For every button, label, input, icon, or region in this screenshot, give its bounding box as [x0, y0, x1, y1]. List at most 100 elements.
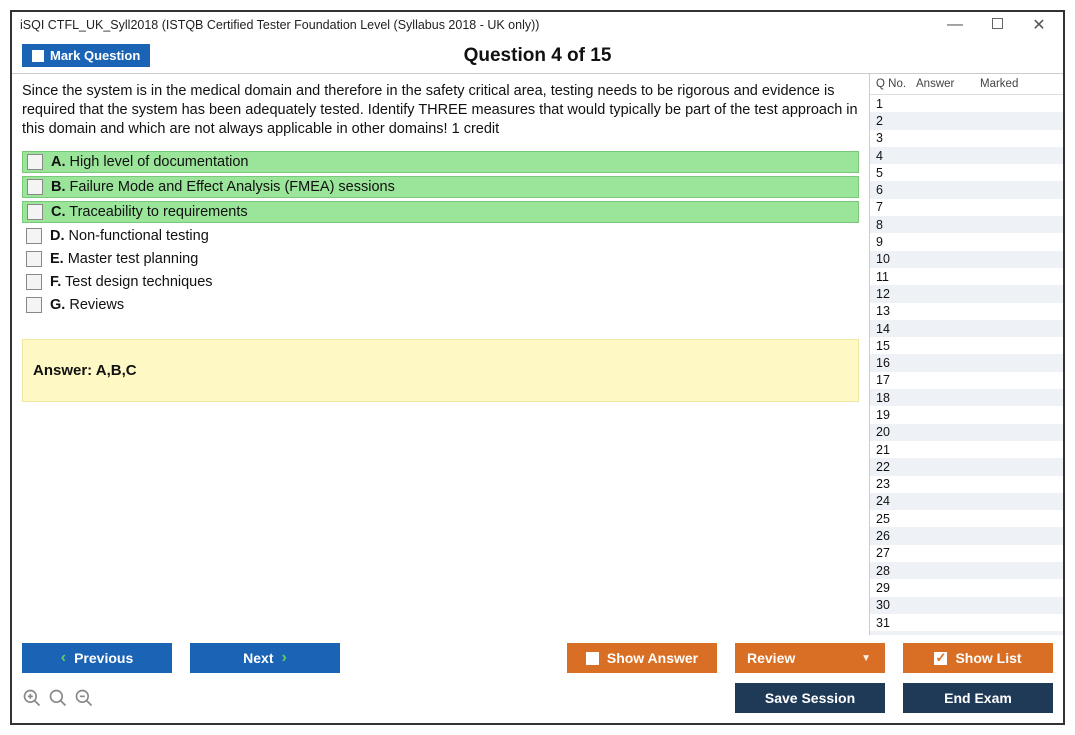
question-list-row[interactable]: 10: [870, 251, 1063, 268]
option-checkbox[interactable]: [27, 204, 43, 220]
checkbox-icon: [32, 50, 44, 62]
zoom-reset-icon[interactable]: [48, 688, 68, 708]
answer-option[interactable]: B. Failure Mode and Effect Analysis (FME…: [22, 176, 859, 198]
question-list-row[interactable]: 21: [870, 441, 1063, 458]
question-list-row[interactable]: 23: [870, 476, 1063, 493]
question-list-row[interactable]: 24: [870, 493, 1063, 510]
answer-option[interactable]: E. Master test planning: [22, 249, 859, 269]
question-list-row[interactable]: 26: [870, 527, 1063, 544]
option-checkbox[interactable]: [26, 251, 42, 267]
end-exam-label: End Exam: [944, 690, 1012, 706]
show-list-label: Show List: [955, 650, 1021, 666]
checkbox-checked-icon: [934, 652, 947, 665]
maximize-icon[interactable]: [985, 16, 1009, 34]
question-list-header: Q No. Answer Marked: [870, 74, 1063, 95]
option-text: Traceability to requirements: [66, 204, 248, 220]
zoom-controls: [22, 688, 94, 708]
question-list-row[interactable]: 6: [870, 181, 1063, 198]
question-list-row[interactable]: 3: [870, 130, 1063, 147]
answer-option[interactable]: G. Reviews: [22, 295, 859, 315]
answer-option[interactable]: A. High level of documentation: [22, 151, 859, 173]
question-list-row[interactable]: 11: [870, 268, 1063, 285]
review-button[interactable]: Review ▼: [735, 643, 885, 673]
window-controls: — ✕: [943, 15, 1059, 35]
option-text: Non-functional testing: [65, 228, 209, 244]
question-list-row[interactable]: 15: [870, 337, 1063, 354]
question-counter: Question 4 of 15: [12, 45, 1063, 67]
review-label: Review: [747, 650, 795, 666]
header-row: Mark Question Question 4 of 15: [12, 38, 1063, 74]
show-answer-label: Show Answer: [607, 650, 698, 666]
mark-question-button[interactable]: Mark Question: [22, 44, 150, 67]
options-list: A. High level of documentation B. Failure…: [22, 151, 859, 315]
zoom-in-icon[interactable]: [22, 688, 42, 708]
col-answer: Answer: [916, 78, 980, 90]
question-list-row[interactable]: 1: [870, 95, 1063, 112]
option-checkbox[interactable]: [27, 154, 43, 170]
col-marked: Marked: [980, 78, 1061, 90]
next-button[interactable]: Next ›: [190, 643, 340, 673]
option-checkbox[interactable]: [26, 274, 42, 290]
option-checkbox[interactable]: [26, 228, 42, 244]
previous-label: Previous: [74, 650, 133, 666]
zoom-out-icon[interactable]: [74, 688, 94, 708]
answer-option[interactable]: C. Traceability to requirements: [22, 201, 859, 223]
question-list-row[interactable]: 14: [870, 320, 1063, 337]
mark-question-label: Mark Question: [50, 48, 140, 63]
question-list-panel: Q No. Answer Marked 12345678910111213141…: [869, 74, 1063, 635]
question-list[interactable]: 1234567891011121314151617181920212223242…: [870, 95, 1063, 635]
close-icon[interactable]: ✕: [1027, 15, 1051, 35]
question-list-row[interactable]: 27: [870, 545, 1063, 562]
question-list-row[interactable]: 7: [870, 199, 1063, 216]
previous-button[interactable]: ‹ Previous: [22, 643, 172, 673]
option-checkbox[interactable]: [26, 297, 42, 313]
body: Since the system is in the medical domai…: [12, 74, 1063, 635]
option-text: High level of documentation: [66, 154, 249, 170]
checkbox-icon: [586, 652, 599, 665]
save-session-label: Save Session: [765, 690, 855, 706]
end-exam-button[interactable]: End Exam: [903, 683, 1053, 713]
save-session-button[interactable]: Save Session: [735, 683, 885, 713]
question-list-row[interactable]: 19: [870, 406, 1063, 423]
question-list-row[interactable]: 30: [870, 597, 1063, 614]
titlebar: iSQI CTFL_UK_Syll2018 (ISTQB Certified T…: [12, 12, 1063, 38]
dropdown-icon: ▼: [861, 653, 871, 664]
question-list-row[interactable]: 17: [870, 372, 1063, 389]
col-qno: Q No.: [872, 78, 916, 90]
option-letter: F.: [50, 274, 61, 290]
question-list-row[interactable]: 8: [870, 216, 1063, 233]
question-list-row[interactable]: 28: [870, 562, 1063, 579]
main-panel: Since the system is in the medical domai…: [12, 74, 869, 635]
question-list-row[interactable]: 16: [870, 354, 1063, 371]
question-list-row[interactable]: 4: [870, 147, 1063, 164]
question-list-row[interactable]: 2: [870, 112, 1063, 129]
footer-row-1: ‹ Previous Next › Show Answer Review ▼ S…: [22, 643, 1053, 673]
option-text: Failure Mode and Effect Analysis (FMEA) …: [66, 179, 395, 195]
question-list-row[interactable]: 25: [870, 510, 1063, 527]
question-list-row[interactable]: 9: [870, 233, 1063, 250]
option-text: Test design techniques: [61, 274, 212, 290]
minimize-icon[interactable]: —: [943, 16, 967, 34]
option-letter: C.: [51, 204, 66, 220]
question-list-row[interactable]: 29: [870, 579, 1063, 596]
question-list-row[interactable]: 18: [870, 389, 1063, 406]
question-list-row[interactable]: 12: [870, 285, 1063, 302]
question-text: Since the system is in the medical domai…: [22, 82, 859, 139]
question-list-row[interactable]: 22: [870, 458, 1063, 475]
question-list-row[interactable]: 13: [870, 303, 1063, 320]
next-label: Next: [243, 650, 273, 666]
footer-row-2: Save Session End Exam: [22, 683, 1053, 713]
answer-box: Answer: A,B,C: [22, 339, 859, 402]
question-list-row[interactable]: 31: [870, 614, 1063, 631]
question-list-row[interactable]: 20: [870, 424, 1063, 441]
answer-option[interactable]: D. Non-functional testing: [22, 226, 859, 246]
option-letter: A.: [51, 154, 66, 170]
option-letter: E.: [50, 251, 64, 267]
show-list-button[interactable]: Show List: [903, 643, 1053, 673]
question-list-row[interactable]: 5: [870, 164, 1063, 181]
show-answer-button[interactable]: Show Answer: [567, 643, 717, 673]
footer: ‹ Previous Next › Show Answer Review ▼ S…: [12, 635, 1063, 723]
answer-option[interactable]: F. Test design techniques: [22, 272, 859, 292]
option-checkbox[interactable]: [27, 179, 43, 195]
option-letter: D.: [50, 228, 65, 244]
